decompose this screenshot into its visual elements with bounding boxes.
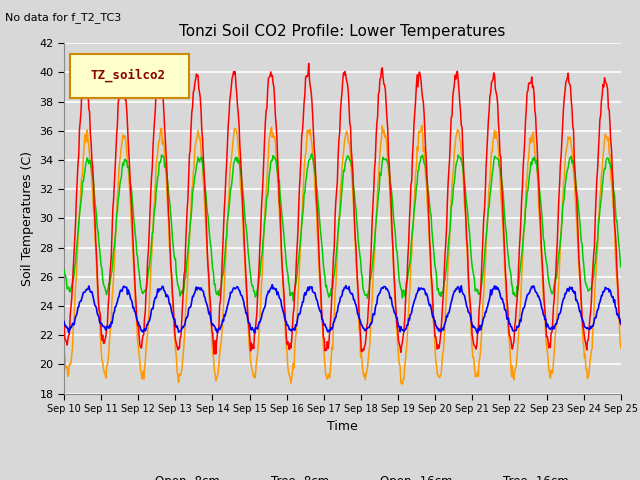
Text: No data for f_T2_TC3: No data for f_T2_TC3 — [5, 12, 122, 23]
Text: TZ_soilco2: TZ_soilco2 — [90, 69, 166, 82]
Title: Tonzi Soil CO2 Profile: Lower Temperatures: Tonzi Soil CO2 Profile: Lower Temperatur… — [179, 24, 506, 39]
FancyBboxPatch shape — [70, 54, 189, 97]
Y-axis label: Soil Temperatures (C): Soil Temperatures (C) — [20, 151, 34, 286]
X-axis label: Time: Time — [327, 420, 358, 432]
Legend: Open -8cm, Tree -8cm, Open -16cm, Tree -16cm: Open -8cm, Tree -8cm, Open -16cm, Tree -… — [111, 470, 573, 480]
